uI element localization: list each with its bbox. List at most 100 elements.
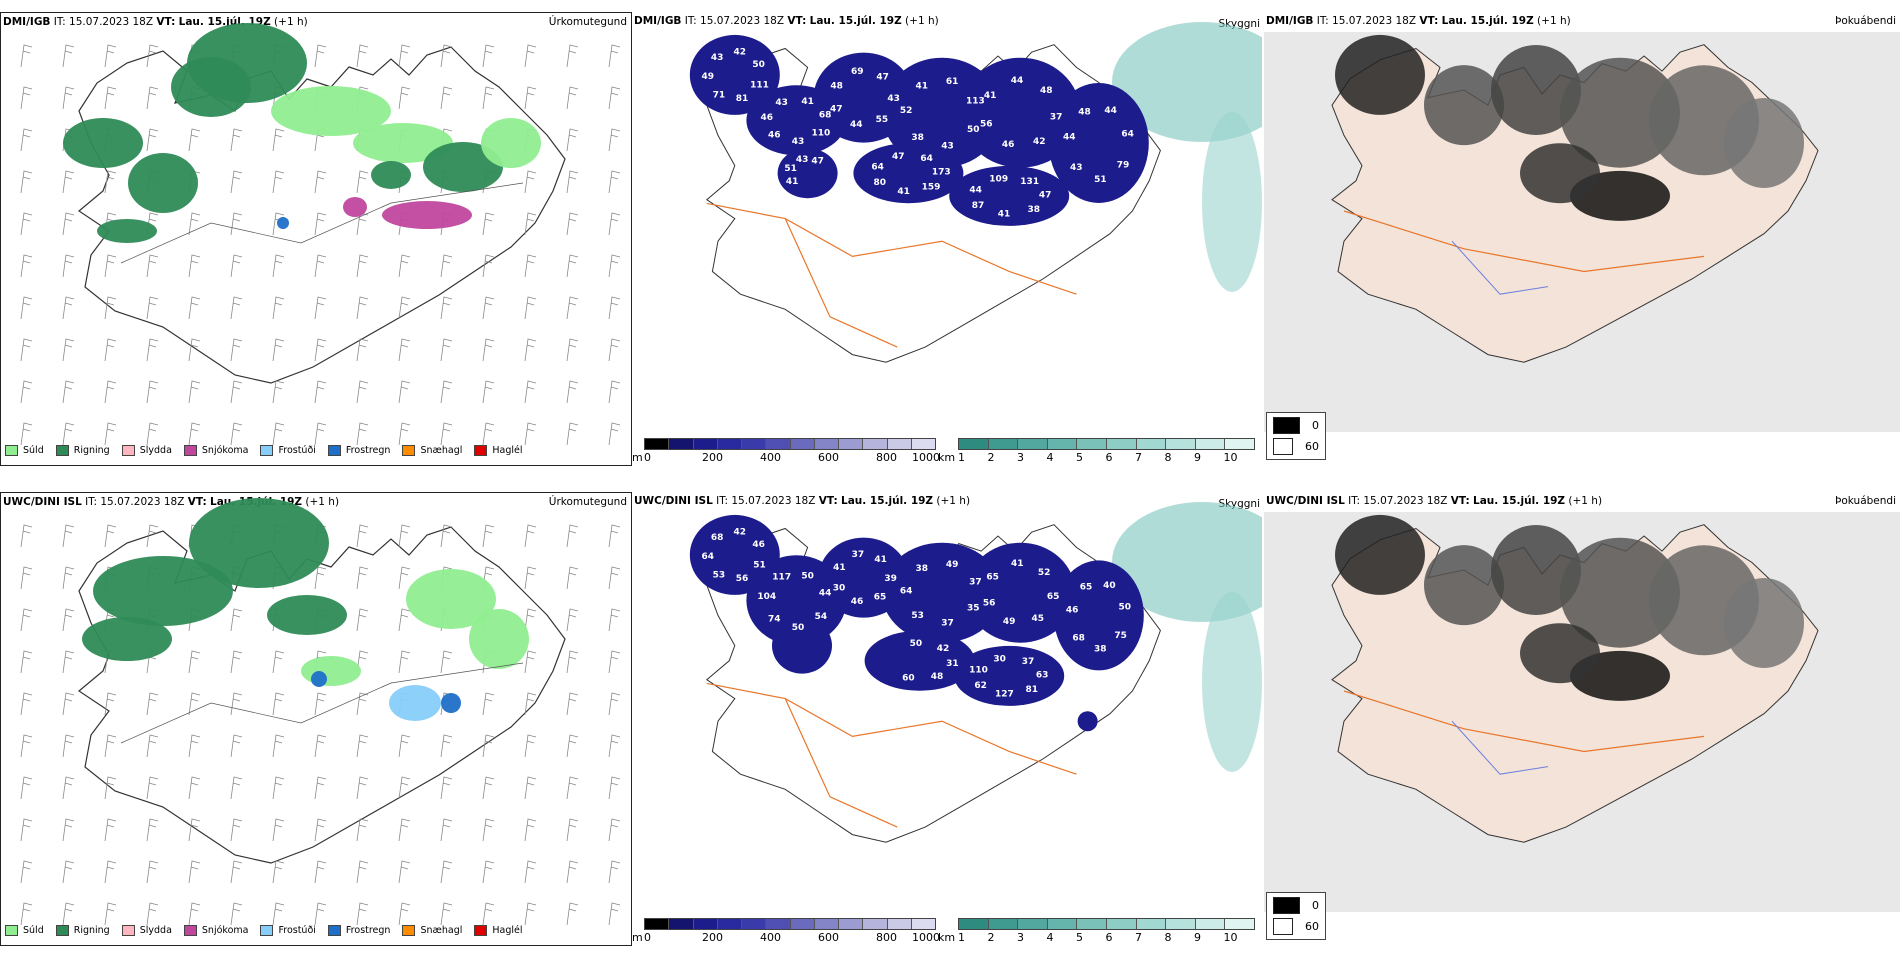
legend-item: Snæhagl (402, 925, 462, 936)
road-lines (706, 202, 1077, 348)
snow-depth-label: 64 (920, 154, 933, 164)
fog-index-area (1424, 545, 1504, 626)
snow-depth-label: 38 (911, 133, 924, 143)
snow-depth-label: 30 (833, 584, 846, 594)
legend-item: Snjókoma (183, 925, 248, 936)
snow-depth-label: 110 (969, 665, 988, 675)
legend-swatch (183, 925, 197, 936)
snow-depth-label: 41 (801, 97, 814, 107)
snow-depth-label: 48 (830, 82, 843, 92)
precip-area (128, 153, 198, 213)
snow-depth-label: 51 (784, 164, 797, 174)
ramp-step (959, 919, 989, 929)
snow-depth-label: 110 (812, 128, 831, 138)
ramp-step (669, 919, 694, 929)
legend-label: Rigning (73, 445, 110, 456)
legend-item: Súld (5, 445, 44, 456)
ramp-step (839, 919, 864, 929)
visibility-tick: 3 (1017, 931, 1024, 944)
low-cloud-area (1077, 711, 1098, 732)
ramp-step (1225, 919, 1254, 929)
ramp-step (742, 439, 767, 449)
model-name: UWC/DINI ISL (634, 495, 713, 507)
legend-label: Frostúði (278, 925, 316, 936)
snow-depth-label: 41 (897, 187, 910, 197)
snow-depth-label: 43 (775, 98, 788, 108)
snow-depth-label: 54 (815, 612, 828, 622)
fog-index-area (1335, 34, 1425, 115)
legend-item: Haglél (474, 445, 523, 456)
legend-swatch (260, 925, 274, 936)
visibility-panel: UWC/DINI ISL IT: 15.07.2023 18Z VT: Lau.… (632, 492, 1262, 947)
legend-swatch (474, 445, 488, 456)
precip-legend: Súld Rigning Slydda Snjókoma Frostúði Frostre… (5, 925, 523, 936)
snow-depth-label: 47 (876, 73, 889, 83)
snow-depth-label: 50 (801, 571, 814, 581)
legend-item: Súld (5, 925, 44, 936)
precip-area (343, 197, 367, 217)
low-cloud-area (772, 617, 832, 674)
snow-depth-label: 46 (768, 131, 781, 141)
snow-depth-label: 43 (941, 141, 954, 151)
precip-map[interactable] (1, 493, 631, 945)
visibility-colorbar: km 1 2 3 4 5 6 7 8 9 10 (938, 916, 1260, 946)
precip-area (189, 498, 329, 588)
snow-depth-label: 47 (1039, 190, 1052, 200)
legend-label: Snæhagl (420, 925, 463, 936)
road-lines (1343, 210, 1705, 273)
legend-item: Slydda (121, 925, 172, 936)
snow-depth-label: 44 (819, 589, 832, 599)
visibility-unit: km (938, 931, 956, 944)
snow-depth-label: 46 (851, 597, 864, 607)
ramp-step (669, 439, 694, 449)
cloud-panel: UWC/DINI ISL IT: 15.07.2023 18Z VT: Lau.… (1264, 492, 1900, 947)
fog-area (1112, 502, 1262, 622)
snow-depth-label: 37 (1022, 657, 1035, 667)
ramp-step (959, 439, 989, 449)
cloud-map[interactable] (1264, 492, 1900, 912)
snow-depth-label: 55 (876, 115, 889, 125)
height-colorbar: m 0 200 400 600 800 1000 (632, 436, 940, 466)
snow-depth-label: 79 (1117, 160, 1130, 170)
legend-label: Haglél (492, 925, 523, 936)
snow-depth-label: 69 (851, 67, 864, 77)
ramp-step (887, 439, 912, 449)
snow-depth-label: 81 (1026, 685, 1039, 695)
legend-swatch (327, 445, 341, 456)
precip-map[interactable] (1, 13, 631, 465)
snow-depth-label: 41 (984, 91, 997, 101)
fog-index-area (1520, 623, 1600, 684)
low-cloud-area (853, 143, 964, 204)
ramp-step (814, 919, 839, 929)
snow-depth-label: 35 (967, 604, 980, 614)
snow-depth-label: 37 (852, 550, 865, 560)
ramp-step (1136, 919, 1167, 929)
snow-depth-label: 64 (702, 552, 715, 562)
ramp-step (814, 439, 839, 449)
precip-area (441, 693, 461, 713)
fog-index-area (1724, 577, 1804, 668)
snow-depth-label: 56 (736, 574, 749, 584)
height-tick: 800 (876, 931, 897, 944)
cloud-legend-label: 60 (1305, 440, 1319, 453)
snow-depth-label: 71 (713, 90, 726, 100)
visibility-map[interactable]: 56 53 64 68 42 46 51 74 104 117 50 44 54 50 41 37 41 39 65… (632, 492, 1262, 912)
ramp-step (693, 439, 718, 449)
snow-depth-label: 87 (972, 201, 985, 211)
low-cloud-area (689, 34, 780, 115)
legend-item: Frostregn (327, 925, 390, 936)
precip-type-panel: UWC/DINI ISL IT: 15.07.2023 18Z VT: Lau.… (0, 492, 632, 946)
ramp-step (766, 439, 791, 449)
snow-depth-label: 46 (752, 540, 765, 550)
snow-depth-label: 41 (1011, 559, 1024, 569)
model-name: DMI/IGB (1266, 15, 1314, 27)
snow-depth-label: 61 (946, 77, 959, 87)
ramp-step (693, 919, 718, 929)
snow-depth-label: 56 (983, 598, 996, 608)
snow-depth-label: 30 (993, 655, 1006, 665)
cloud-map[interactable] (1264, 12, 1900, 432)
height-unit: m (632, 931, 643, 944)
model-name: DMI/IGB (634, 15, 682, 27)
snow-depth-label: 44 (1104, 106, 1117, 116)
